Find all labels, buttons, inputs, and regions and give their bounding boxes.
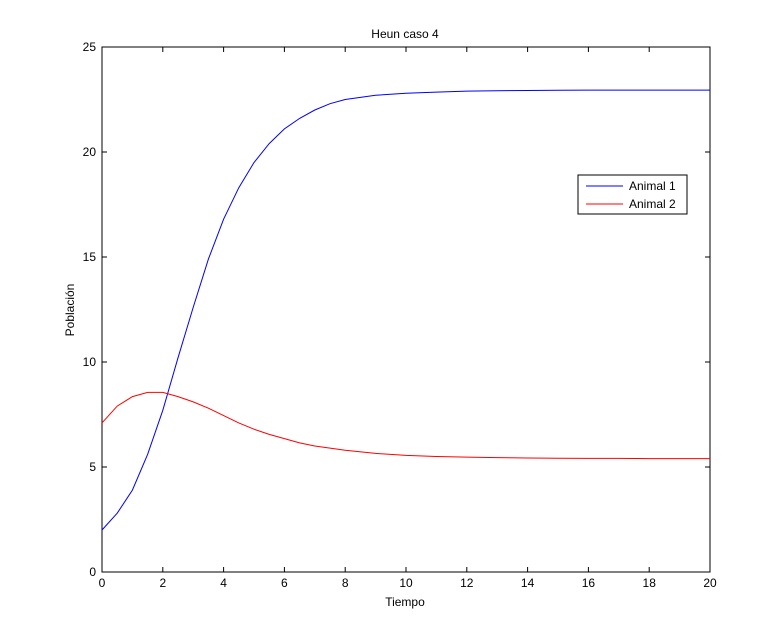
y-tick-label: 20 bbox=[83, 145, 97, 159]
plot-area: 0 2 4 6 8 10 12 14 16 18 20 0 5 10 15 20 25 bbox=[83, 40, 717, 590]
y-tick-label: 15 bbox=[83, 250, 97, 264]
x-tick-label: 4 bbox=[220, 576, 227, 590]
y-tick-label: 10 bbox=[83, 355, 97, 369]
chart-title: Heun caso 4 bbox=[371, 27, 439, 41]
axes-box bbox=[101, 46, 711, 573]
y-tick-label: 0 bbox=[89, 565, 96, 579]
y-tick-label: 25 bbox=[83, 40, 97, 54]
legend-box bbox=[577, 174, 688, 215]
x-tick-label: 10 bbox=[399, 576, 413, 590]
x-tick-label: 16 bbox=[582, 576, 596, 590]
y-tick-label: 5 bbox=[89, 460, 96, 474]
series-layer bbox=[101, 89, 710, 531]
x-tick-label: 2 bbox=[159, 576, 166, 590]
series-line-animal-2 bbox=[101, 391, 710, 460]
x-tick-label: 0 bbox=[99, 576, 106, 590]
legend-label-animal-2: Animal 2 bbox=[629, 197, 676, 211]
legend: Animal 1 Animal 2 bbox=[577, 174, 688, 215]
x-tick-label: 12 bbox=[460, 576, 474, 590]
ticks-layer: 0 2 4 6 8 10 12 14 16 18 20 0 5 10 15 20 25 bbox=[83, 40, 717, 590]
y-axis-label: Población bbox=[63, 284, 77, 337]
x-tick-label: 18 bbox=[643, 576, 657, 590]
x-tick-label: 14 bbox=[521, 576, 535, 590]
legend-label-animal-1: Animal 1 bbox=[629, 179, 676, 193]
x-tick-label: 6 bbox=[281, 576, 288, 590]
x-axis-label: Tiempo bbox=[385, 595, 425, 609]
x-tick-label: 8 bbox=[342, 576, 349, 590]
series-line-animal-1 bbox=[101, 89, 710, 531]
x-tick-label: 20 bbox=[703, 576, 717, 590]
